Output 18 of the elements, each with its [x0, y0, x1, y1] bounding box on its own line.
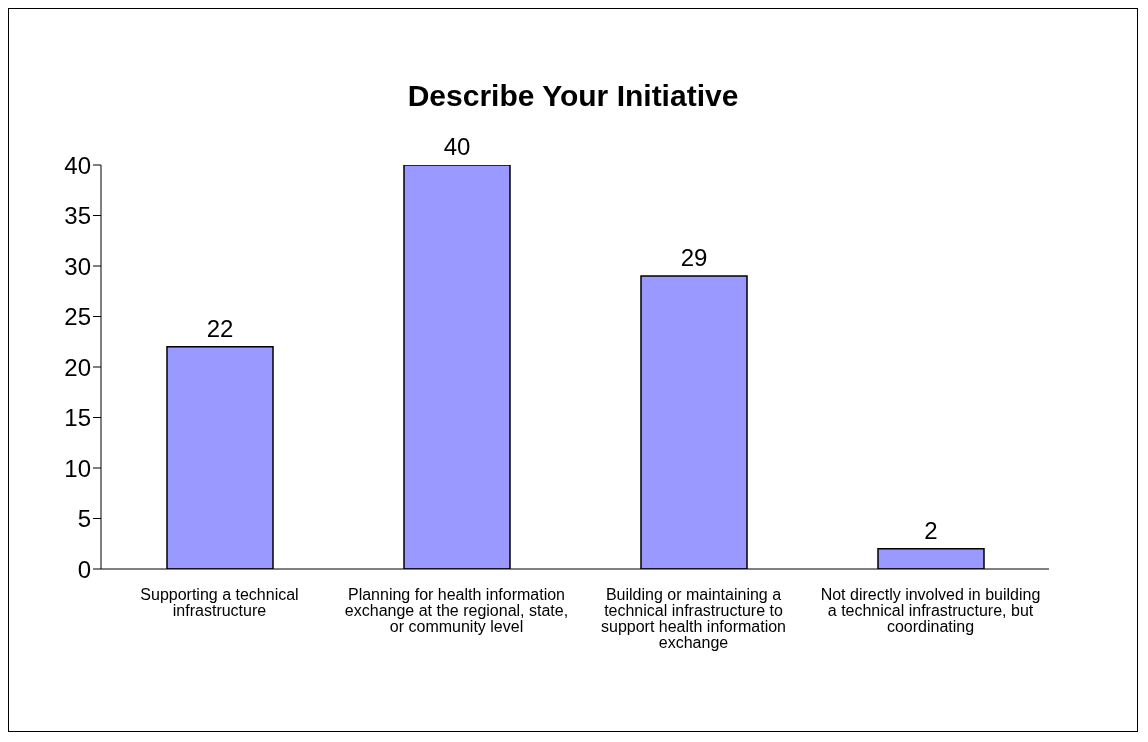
x-tick-label: Planning for health information exchange at the regional, state, or community level — [344, 586, 569, 636]
y-tick-label: 5 — [77, 505, 91, 533]
y-tick-label: 10 — [64, 454, 91, 482]
data-label: 2 — [924, 516, 938, 544]
data-label: 40 — [443, 133, 471, 160]
data-label: 29 — [680, 244, 708, 272]
y-tick-label: 35 — [64, 202, 91, 230]
x-tick-label: Building or maintaining a technical infrastructure to support health information exchange — [601, 586, 786, 652]
y-tick-label: 40 — [64, 151, 91, 179]
x-tick-label: Supporting a technical infrastructure — [140, 586, 299, 620]
y-tick-label: 25 — [64, 303, 91, 331]
x-tick-label: Not directly involved in building a technical infrastructure, but coordinating — [820, 586, 1041, 636]
chart-title: Describe Your Initiative — [406, 79, 740, 113]
y-tick-label: 20 — [64, 353, 91, 381]
y-tick-label: 30 — [64, 252, 91, 280]
y-tick-label: 0 — [77, 555, 91, 583]
data-label: 22 — [206, 314, 234, 342]
y-tick-label: 15 — [64, 404, 91, 432]
